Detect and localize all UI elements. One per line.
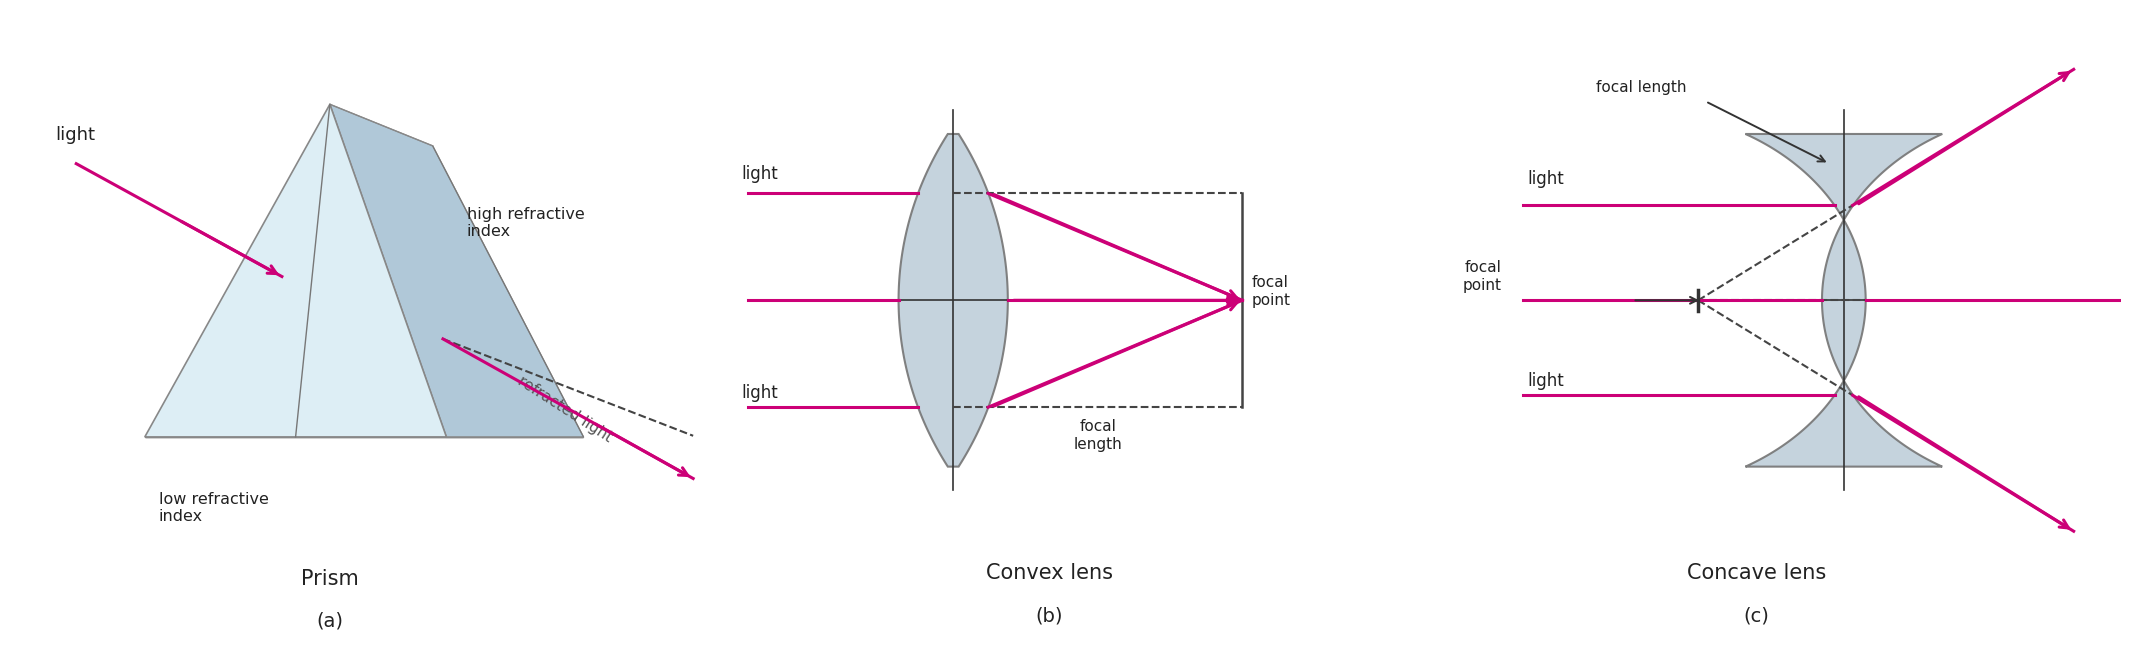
- Text: (c): (c): [1744, 606, 1769, 625]
- Text: light: light: [1527, 170, 1564, 189]
- Text: light: light: [741, 164, 778, 183]
- Text: (b): (b): [1037, 606, 1062, 625]
- Text: light: light: [56, 126, 96, 144]
- Text: Convex lens: Convex lens: [985, 564, 1114, 583]
- Polygon shape: [146, 104, 446, 437]
- Text: focal
point: focal point: [1253, 275, 1292, 308]
- Text: light: light: [741, 384, 778, 403]
- Text: (a): (a): [317, 612, 343, 630]
- Text: high refractive
index: high refractive index: [467, 207, 585, 240]
- Text: focal
length: focal length: [1073, 419, 1122, 452]
- Text: Prism: Prism: [302, 570, 358, 589]
- Text: light: light: [1527, 372, 1564, 391]
- Polygon shape: [900, 134, 1007, 467]
- Polygon shape: [330, 104, 583, 437]
- Text: focal
point: focal point: [1463, 260, 1502, 293]
- Text: refracted light: refracted light: [514, 374, 615, 446]
- Polygon shape: [1746, 134, 1943, 467]
- Text: low refractive
index: low refractive index: [159, 492, 268, 525]
- Text: focal length: focal length: [1596, 81, 1686, 96]
- Text: Concave lens: Concave lens: [1686, 564, 1827, 583]
